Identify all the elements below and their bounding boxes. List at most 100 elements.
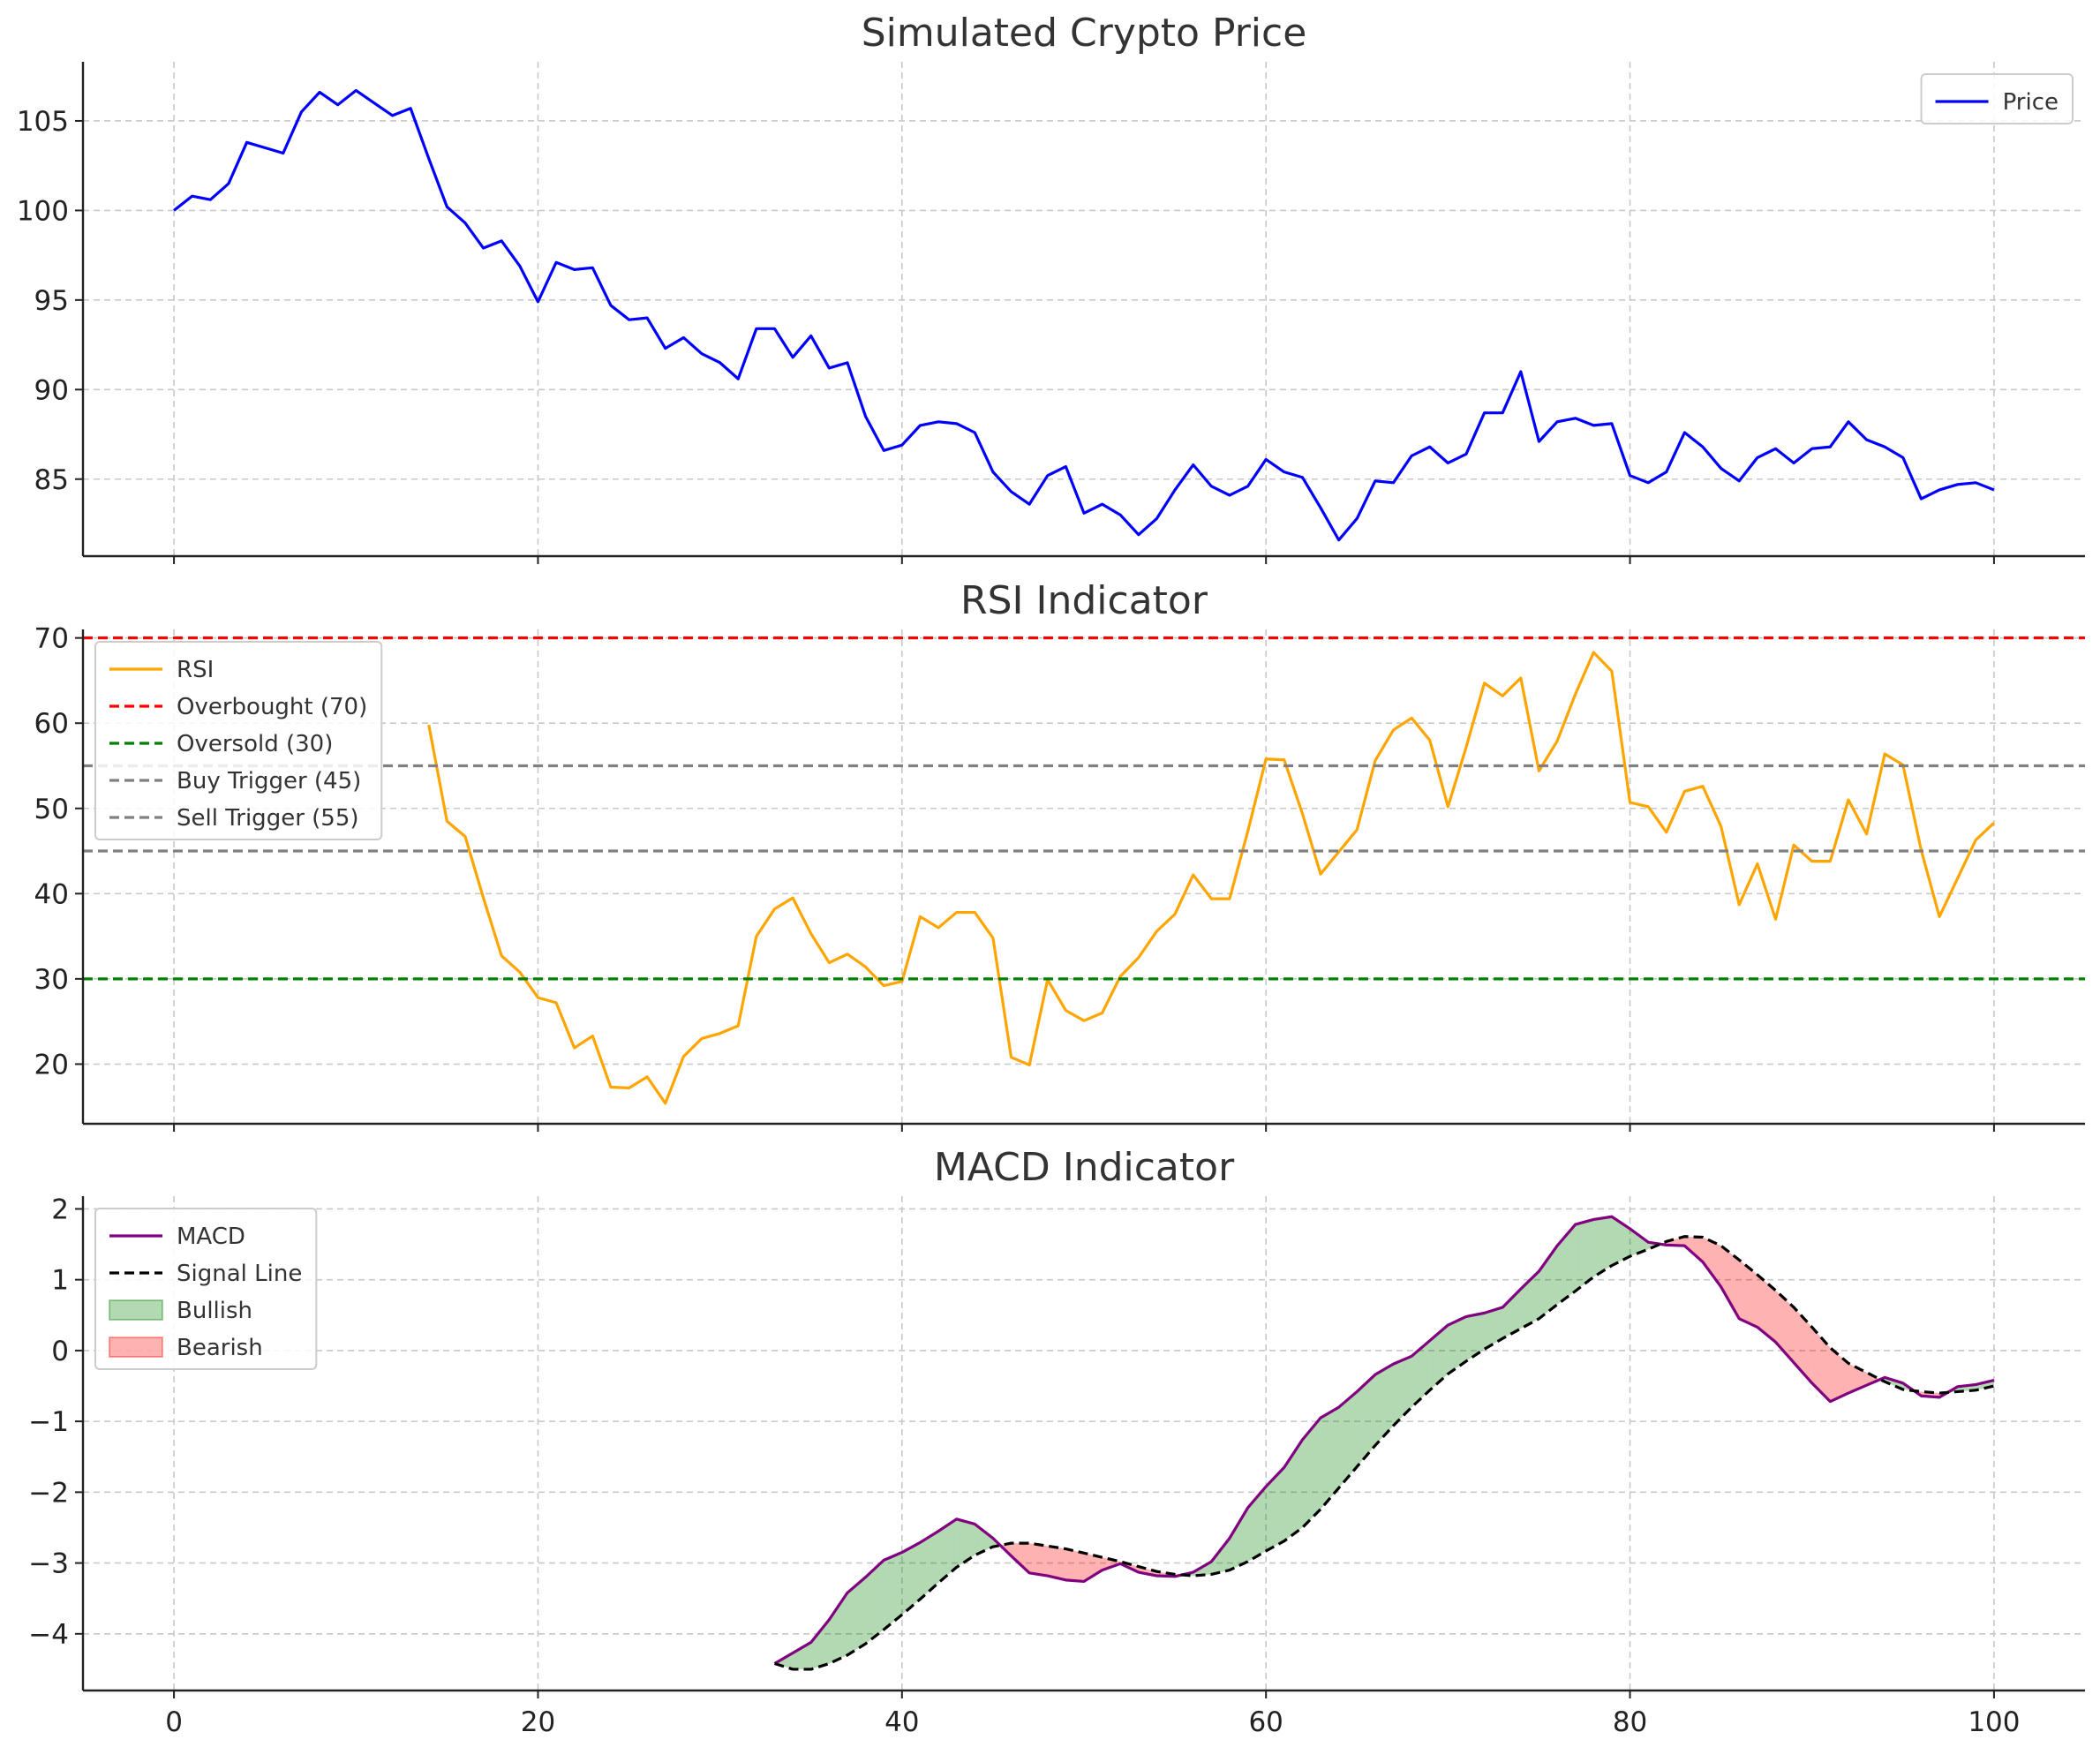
macd-bullish-fill (1321, 1407, 1339, 1510)
price-plot-area (173, 88, 1995, 542)
macd-legend-bullish-swatch (109, 1299, 163, 1321)
macd-legend-bearish-swatch (109, 1337, 163, 1358)
macd-x-tick-label: 60 (1248, 1706, 1283, 1738)
macd-legend-signal-line-label: Signal Line (177, 1261, 302, 1287)
macd-bullish-fill (1283, 1439, 1303, 1541)
macd-bearish-fill (1811, 1327, 1831, 1402)
macd-bullish-fill (1229, 1508, 1248, 1570)
macd-bullish-fill (1611, 1216, 1630, 1266)
macd-bullish-fill (1465, 1313, 1485, 1361)
macd-bullish-fill (1484, 1306, 1503, 1350)
macd-legend-macd-label: MACD (177, 1224, 245, 1250)
macd-bullish-fill (865, 1560, 884, 1645)
price-grid (83, 62, 2085, 556)
macd-bearish-fill (1794, 1306, 1812, 1383)
macd-plot-area (773, 1215, 1995, 1671)
macd-y-tick-label: 0 (51, 1336, 69, 1367)
price-y-tick-label: 105 (17, 106, 69, 138)
macd-bearish-fill (1775, 1290, 1795, 1363)
rsi-legend-buy-trigger-45-label: Buy Trigger (45) (177, 768, 361, 794)
rsi-plot-area (83, 636, 2085, 1105)
macd-title: MACD Indicator (934, 1145, 1235, 1190)
rsi-legend-rsi-label: RSI (177, 657, 214, 683)
macd-bullish-fill (1411, 1340, 1430, 1408)
macd-bearish-fill (1065, 1548, 1084, 1582)
rsi-legend-sell-trigger-55-label: Sell Trigger (55) (177, 805, 359, 832)
macd-bullish-fill (901, 1542, 921, 1615)
macd-bullish-fill (1302, 1418, 1321, 1528)
macd-bullish-fill (920, 1531, 939, 1600)
macd-grid (83, 1196, 2085, 1691)
rsi-y-tick-label: 40 (34, 878, 69, 910)
rsi-legend-overbought-70-label: Overbought (70) (177, 694, 367, 720)
rsi-legend-oversold-30-label: Oversold (30) (177, 731, 333, 757)
macd-bearish-fill (1684, 1236, 1704, 1262)
macd-bullish-fill (1593, 1216, 1612, 1277)
price-legend-frame (1920, 73, 2074, 124)
macd-bearish-fill (1047, 1546, 1066, 1580)
macd-bullish-fill (847, 1577, 866, 1655)
macd-bullish-fill (810, 1619, 830, 1669)
price-legend-price-label: Price (2003, 89, 2059, 116)
macd-bullish-fill (1338, 1391, 1358, 1488)
rsi-legend: RSI Overbought (70) Oversold (30) Buy Trigg… (94, 641, 383, 840)
macd-bullish-fill (1557, 1224, 1576, 1305)
macd-bullish-fill (1630, 1228, 1649, 1257)
macd-y-tick-label: 2 (51, 1194, 69, 1225)
macd-legend-bullish-label: Bullish (177, 1298, 252, 1324)
macd-bullish-fill (829, 1593, 847, 1664)
rsi-y-tick-label: 60 (34, 708, 69, 740)
macd-legend-bearish-label: Bearish (177, 1335, 263, 1361)
macd-macd-line (773, 1215, 1995, 1665)
macd-x-tick-label: 100 (1968, 1706, 2020, 1738)
macd-y-tick-label: −3 (28, 1548, 69, 1580)
macd-y-tick-label: −1 (28, 1406, 69, 1438)
macd-bullish-fill (938, 1518, 957, 1584)
price-y-tick-label: 95 (34, 285, 69, 317)
macd-bullish-fill (793, 1642, 811, 1669)
macd-y-tick-label: −2 (28, 1477, 69, 1509)
macd-bullish-fill (884, 1552, 902, 1630)
macd-bearish-fill (1011, 1543, 1030, 1573)
price-y-tick-label: 100 (17, 195, 69, 227)
rsi-y-tick-label: 50 (34, 794, 69, 825)
price-y-tick-label: 85 (34, 464, 69, 496)
macd-bullish-fill (1429, 1325, 1449, 1390)
macd-legend: MACD Signal Line Bullish Bearish (94, 1208, 318, 1370)
price-legend: Price (1920, 73, 2074, 124)
rsi-chart: 20 30 40 50 60 70 RSI Indicator RSI Overbought (… (34, 578, 2085, 1132)
macd-bullish-fill (1539, 1246, 1558, 1319)
macd-bearish-fill (1720, 1246, 1740, 1319)
macd-bullish-fill (1211, 1538, 1230, 1575)
macd-bullish-fill (975, 1524, 993, 1555)
macd-x-tick-label: 80 (1613, 1706, 1647, 1738)
macd-bearish-fill (1084, 1553, 1103, 1582)
price-price-line (173, 88, 1995, 542)
macd-bullish-fill (1502, 1289, 1521, 1339)
macd-bullish-fill (1357, 1374, 1375, 1467)
price-title: Simulated Crypto Price (862, 11, 1307, 56)
macd-x-tick-label: 40 (884, 1706, 919, 1738)
macd-bearish-fill (1757, 1275, 1776, 1343)
macd-legend-frame (94, 1208, 318, 1370)
macd-bullish-fill (1247, 1486, 1267, 1562)
macd-bullish-fill (956, 1518, 975, 1568)
macd-bullish-fill (1266, 1467, 1284, 1551)
macd-bearish-fill (1029, 1543, 1048, 1577)
rsi-y-tick-label: 20 (34, 1049, 69, 1081)
macd-bullish-fill (1393, 1356, 1412, 1426)
rsi-y-tick-label: 30 (34, 964, 69, 996)
rsi-title: RSI Indicator (960, 578, 1208, 623)
rsi-rsi-line (427, 651, 1996, 1105)
macd-signal-line-line (774, 1235, 1995, 1671)
macd-y-tick-label: −4 (28, 1619, 69, 1651)
macd-y-tick-label: 1 (51, 1265, 69, 1297)
price-chart: 85 90 95 100 105 Simulated Crypto Price Price (17, 11, 2085, 564)
rsi-grid (83, 629, 2085, 1124)
macd-bullish-fill (1575, 1219, 1594, 1291)
macd-bullish-fill (1374, 1364, 1394, 1446)
macd-bullish-fill (1448, 1316, 1466, 1374)
macd-bearish-fill (1739, 1260, 1758, 1328)
